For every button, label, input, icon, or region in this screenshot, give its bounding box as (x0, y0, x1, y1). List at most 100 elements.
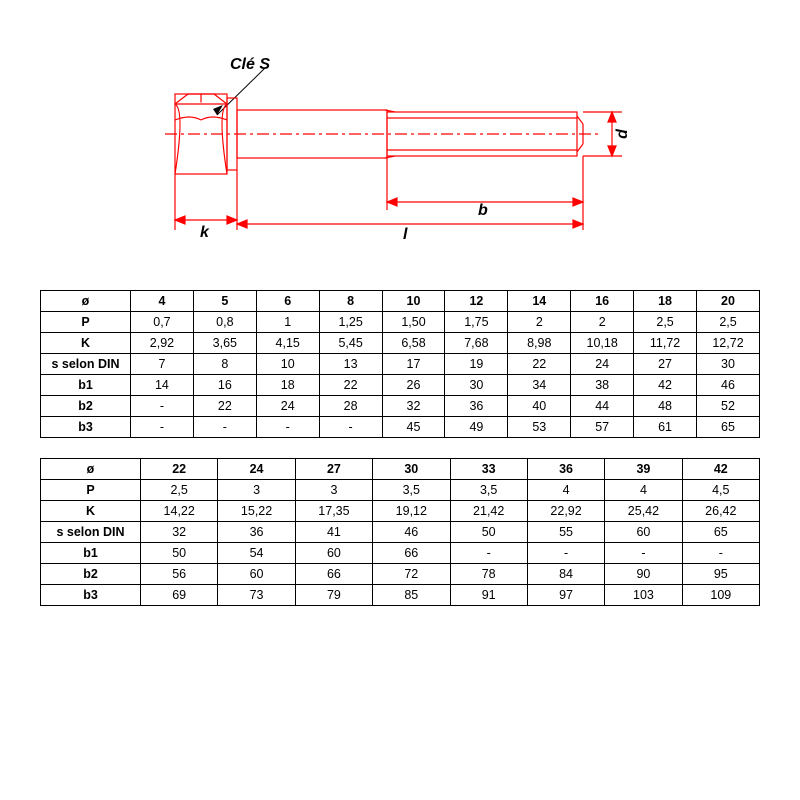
cell: 22,92 (527, 501, 604, 522)
cell: 38 (571, 375, 634, 396)
cell: 50 (141, 543, 218, 564)
cell: 56 (141, 564, 218, 585)
cell: 50 (450, 522, 527, 543)
cell: 28 (319, 396, 382, 417)
cell: 32 (141, 522, 218, 543)
cell: 12 (445, 291, 508, 312)
cell: 34 (508, 375, 571, 396)
row-label: b3 (41, 417, 131, 438)
cell: 79 (295, 585, 372, 606)
cell: 66 (373, 543, 450, 564)
cell: 0,8 (193, 312, 256, 333)
cell: 69 (141, 585, 218, 606)
cell: 55 (527, 522, 604, 543)
cell: 15,22 (218, 501, 295, 522)
table-row: ø4568101214161820 (41, 291, 760, 312)
cell: 36 (527, 459, 604, 480)
cell: 4,15 (256, 333, 319, 354)
cell: 12,72 (697, 333, 760, 354)
cell: 24 (218, 459, 295, 480)
cell: 3 (218, 480, 295, 501)
cell: 66 (295, 564, 372, 585)
cell: 84 (527, 564, 604, 585)
table-row: P0,70,811,251,501,75222,52,5 (41, 312, 760, 333)
cell: 2 (508, 312, 571, 333)
cell: 40 (508, 396, 571, 417)
table-row: ø2224273033363942 (41, 459, 760, 480)
cell: 42 (682, 459, 759, 480)
cell: 20 (697, 291, 760, 312)
cell: 24 (571, 354, 634, 375)
label-k: k (200, 224, 209, 242)
cell: 26 (382, 375, 445, 396)
cell: 53 (508, 417, 571, 438)
cell: 30 (697, 354, 760, 375)
cell: 8 (193, 354, 256, 375)
cell: 30 (445, 375, 508, 396)
cell: 60 (218, 564, 295, 585)
cell: 65 (682, 522, 759, 543)
cell: 26,42 (682, 501, 759, 522)
tables-area: ø4568101214161820P0,70,811,251,501,75222… (40, 290, 760, 626)
cell: 46 (373, 522, 450, 543)
cell: 1,75 (445, 312, 508, 333)
cell: 32 (382, 396, 445, 417)
cell: 17 (382, 354, 445, 375)
cell: 22 (319, 375, 382, 396)
cell: 36 (445, 396, 508, 417)
cell: 4 (131, 291, 194, 312)
row-label: b1 (41, 375, 131, 396)
cell: - (131, 396, 194, 417)
table-row: K2,923,654,155,456,587,688,9810,1811,721… (41, 333, 760, 354)
cell: - (450, 543, 527, 564)
cell: 65 (697, 417, 760, 438)
row-label: b2 (41, 564, 141, 585)
cell: 13 (319, 354, 382, 375)
spec-table-2: ø2224273033363942P2,5333,53,5444,5K14,22… (40, 458, 760, 606)
row-label: P (41, 312, 131, 333)
table-row: s selon DIN3236414650556065 (41, 522, 760, 543)
table-row: s selon DIN781013171922242730 (41, 354, 760, 375)
cell: 42 (634, 375, 697, 396)
cell: 1 (256, 312, 319, 333)
cell: 6,58 (382, 333, 445, 354)
cell: 60 (295, 543, 372, 564)
cell: 24 (256, 396, 319, 417)
cell: 5 (193, 291, 256, 312)
cell: 3,65 (193, 333, 256, 354)
cell: 72 (373, 564, 450, 585)
cell: 22 (508, 354, 571, 375)
cell: 7,68 (445, 333, 508, 354)
cell: 97 (527, 585, 604, 606)
cell: 1,25 (319, 312, 382, 333)
cell: 27 (634, 354, 697, 375)
cell: 14 (508, 291, 571, 312)
row-label: ø (41, 291, 131, 312)
cell: - (319, 417, 382, 438)
table-row: b3----454953576165 (41, 417, 760, 438)
cell: 10 (382, 291, 445, 312)
label-l: l (403, 226, 407, 244)
row-label: b1 (41, 543, 141, 564)
cell: 61 (634, 417, 697, 438)
label-cle-s: Clé S (230, 56, 270, 74)
cell: - (256, 417, 319, 438)
cell: 49 (445, 417, 508, 438)
cell: 4,5 (682, 480, 759, 501)
row-label: ø (41, 459, 141, 480)
cell: - (605, 543, 682, 564)
cell: 78 (450, 564, 527, 585)
table-row: b3697379859197103109 (41, 585, 760, 606)
table-row: b150546066---- (41, 543, 760, 564)
cell: 54 (218, 543, 295, 564)
cell: 11,72 (634, 333, 697, 354)
cell: 16 (193, 375, 256, 396)
bolt-svg (160, 60, 635, 250)
row-label: s selon DIN (41, 522, 141, 543)
table-row: b114161822263034384246 (41, 375, 760, 396)
cell: 8,98 (508, 333, 571, 354)
cell: 33 (450, 459, 527, 480)
cell: 2,5 (697, 312, 760, 333)
cell: 19,12 (373, 501, 450, 522)
row-label: K (41, 501, 141, 522)
